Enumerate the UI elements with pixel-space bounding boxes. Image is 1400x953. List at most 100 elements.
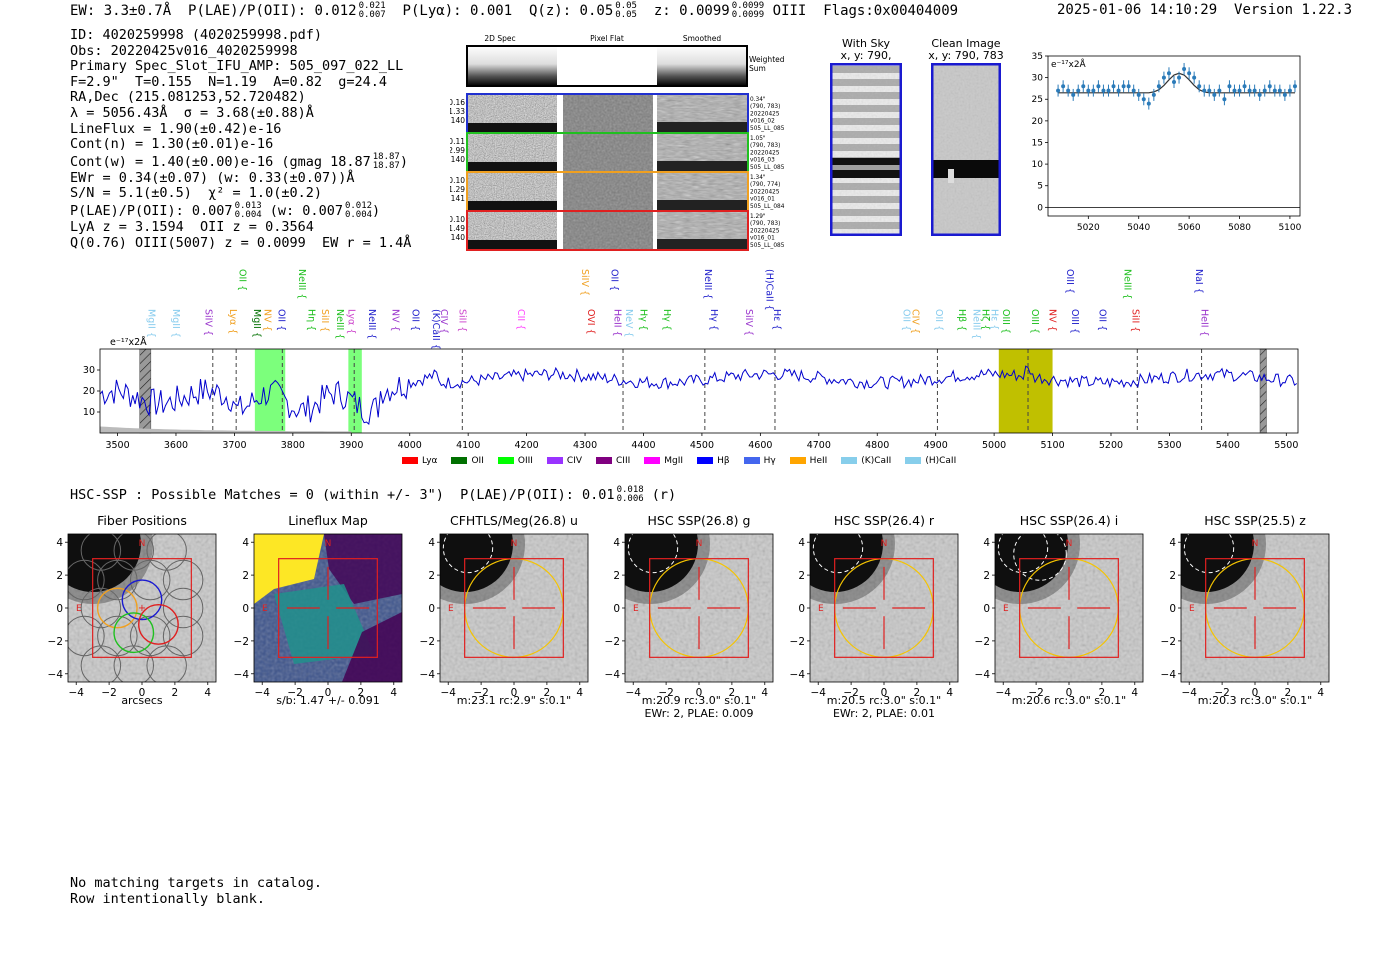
spec-row-2d-trace [467,201,557,210]
fiber-highlight-circle [138,604,179,645]
fit-ytick-label: 15 [1032,138,1043,148]
thumb-xtick-label: −4 [254,687,270,699]
spec-row-right-label: 1.05" [750,136,766,142]
info-radec: RA,Dec (215.081253,52.720482) [70,89,306,106]
fit-data-point [1131,88,1136,93]
thumb-xtick-label: −4 [68,687,84,699]
legend-item: Lyα [402,456,437,466]
spec-row-right-label: v016_02 [750,119,775,125]
fit-unit-label: e⁻¹⁷x2Å [1051,58,1087,70]
thumb-xtick-label: −4 [810,687,826,699]
spectrum-line-label: OII { [901,309,912,331]
thumb-xtick-label: 2 [914,687,921,699]
thumb-ytick-label: 0 [242,603,249,615]
fit-data-point [1262,88,1267,93]
fit-ytick-label: 10 [1032,160,1044,170]
spec-row-right-label: 20220425 [750,228,780,234]
thumb-ytick-label: −2 [975,636,990,648]
lineflux-dark2 [342,612,402,682]
thumbnail-caption: m:20.9 rc:3.0" s:0.1" EWr: 2, PLAE: 0.009 [595,694,803,720]
spectrum-xtick-label: 4500 [690,440,714,451]
fit-data-point [1217,88,1222,93]
fiber-circle [146,645,187,682]
thumb-xtick-label: −2 [1214,687,1229,699]
fiber-circle [68,559,105,601]
spec-row-right-label: 20220425 [750,189,780,195]
thumbnail-title: HSC SSP(26.4) r [833,513,935,528]
thumb-ytick-label: 0 [798,603,805,615]
thumb-ytick-label: −4 [48,669,64,681]
fit-xtick-label: 5060 [1178,223,1201,233]
legend-label: Hγ [763,456,776,466]
spectrum-flux-line [99,365,1298,425]
fit-ytick-label: 35 [1032,52,1043,62]
fit-data-point [1237,88,1242,93]
spec-row-flat-noise [563,95,653,132]
spectrum-line-label: OII { [608,269,619,291]
spec-row-left-label: 2.99 [450,146,465,155]
spec-row-right-label: 20220425 [750,111,780,117]
caption-line: arcsecs [121,694,163,707]
spec-row-smooth-trace [657,239,747,249]
spectrum-ytick-label: 30 [83,365,95,376]
fiber-circle [129,615,171,657]
thumb-xtick-label: 4 [390,687,397,699]
legend-swatch [905,457,922,464]
legend-swatch [697,457,714,464]
spectrum-ytick-label: 20 [83,386,95,397]
spectrum-line-label: NV { [261,309,272,332]
spectrum-line-label: Hγ { [638,309,649,331]
spectrum-line-label: OIII { [1000,309,1011,334]
star-halo [810,534,895,604]
spec-row-smooth-trace [657,161,747,171]
thumb-xtick-label: 2 [729,687,736,699]
spectrum-masked-region [1259,348,1267,434]
spectrum-sky-floor [100,426,352,433]
imaging-thumbnails: Fiber Positions + N E −4 −4 −2 −2 0 0 2 2 4 4 arcsecs L… [0,510,1400,730]
full-spectrum-plot: 10 20 30 3500 3600 3700 3800 3900 4000 4100 4200 43… [83,269,1298,451]
thumbnail-7: N E −4 −4 −2 −2 0 0 2 2 4 4 [1161,533,1330,699]
spec-row-left-label: 0.10 [450,215,465,224]
star-halo [440,534,525,604]
thumbnail-6: N E −4 −4 −2 −2 0 0 2 2 4 4 [975,533,1144,699]
spectrum-xtick-label: 3600 [164,440,188,451]
spectrum-xtick-label: 4800 [865,440,889,451]
fit-xtick-label: 5040 [1127,223,1150,233]
fit-data-point [1192,75,1197,80]
legend-swatch [743,457,760,464]
spec-row-right-label: (790, 783) [750,143,780,149]
search-box [92,558,192,658]
thumb-xtick-label: −4 [440,687,456,699]
spectrum-xtick-label: 3500 [105,440,129,451]
info-ewr: EWr = 0.34(±0.07) (w: 0.33(±0.07))Å [70,169,355,186]
fit-data-point [1242,84,1247,89]
line-legend: Lyα OII OIII CIV CIII MgII Hβ Hγ HeII (K)CaII (H)C… [402,448,970,467]
spectrum-highlight-band [348,349,362,433]
spec-row-left-label: 1.49 [450,224,465,233]
thumb-ytick-label: 0 [613,603,620,615]
spectrum-line-label: OIII { [1064,269,1075,294]
fit-data-point [1101,88,1106,93]
clean-image-title: Clean Image x, y: 790, 783 [928,37,1004,62]
spectrum-line-label: (K)CaII { [430,309,441,350]
legend-swatch [789,457,806,464]
footer-line-1: No matching targets in catalog. [70,875,322,891]
legend-label: OII [471,456,484,466]
thumbnail-caption: s/b: 1.47 +/- 0.091 [224,694,432,708]
spectrum-line-label: NaI { [1193,269,1204,294]
spectrum-xtick-label: 3700 [222,440,246,451]
spectrum-xtick-label: 5400 [1216,440,1240,451]
thumb-xtick-label: 0 [325,687,332,699]
caption-line: m:20.6 rc:3.0" s:0.1" [1011,694,1127,707]
spectrum-xtick-label: 4400 [631,440,655,451]
spec-row-right-label: 505_LL_085 [750,243,785,249]
spectrum-line-label: OIII { [1029,309,1040,334]
spectrum-line-label: Hε { [988,309,999,330]
target-plus: + [138,603,146,614]
spec-row-left-label: 0.11 [450,137,465,146]
legend-label: CIII [616,456,631,466]
fit-data-point [1111,84,1116,89]
legend-label: (K)CaII [861,456,892,466]
thumb-xtick-label: 2 [1285,687,1292,699]
fiber-circle [162,615,204,657]
